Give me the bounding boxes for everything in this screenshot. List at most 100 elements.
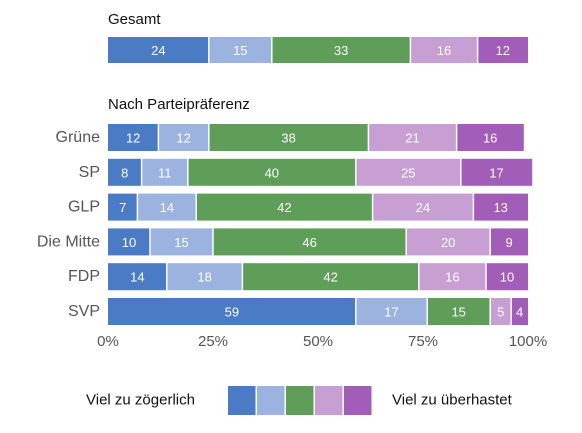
bar-sp-segment-3 bbox=[356, 158, 461, 186]
legend-swatch-4 bbox=[344, 386, 372, 415]
legend-left-label: Viel zu zögerlich bbox=[86, 392, 195, 409]
bar-glp-segment-2-label: 42 bbox=[277, 200, 291, 215]
bar-fdp-segment-2 bbox=[243, 263, 419, 291]
bar-row-gr-ne: 12 12 38 21 16 bbox=[108, 124, 524, 151]
legend-swatches bbox=[228, 386, 372, 415]
bar-die-mitte-segment-2 bbox=[213, 228, 406, 256]
bar-row-fdp: 14 18 42 16 10 bbox=[108, 263, 528, 291]
overall-segment-3 bbox=[411, 37, 477, 63]
category-label-gr-ne: Grüne bbox=[56, 129, 101, 146]
overall-segment-2-label: 33 bbox=[334, 43, 348, 58]
bar-gr-ne-segment-2 bbox=[209, 124, 368, 151]
bar-fdp-segment-0-label: 14 bbox=[130, 270, 144, 285]
overall-segment-2 bbox=[272, 37, 410, 63]
legend-swatch-1 bbox=[257, 386, 285, 415]
bar-die-mitte-segment-3 bbox=[406, 228, 490, 256]
bar-fdp-segment-1 bbox=[167, 263, 242, 291]
bar-glp-segment-0-label: 7 bbox=[119, 200, 126, 215]
category-label-sp: SP bbox=[79, 164, 100, 181]
bar-gr-ne-segment-4-label: 16 bbox=[483, 131, 497, 146]
bar-svp-segment-1-label: 17 bbox=[384, 305, 398, 320]
bar-fdp-segment-1-label: 18 bbox=[197, 270, 211, 285]
bar-row-glp: 7 14 42 24 13 bbox=[108, 193, 528, 221]
x-axis: 0% 25% 50% 75% 100% bbox=[97, 333, 547, 350]
legend-swatch-2 bbox=[286, 386, 314, 415]
legend-swatch-0 bbox=[228, 386, 256, 415]
category-label-die-mitte: Die Mitte bbox=[37, 233, 100, 250]
bar-glp-segment-0 bbox=[108, 193, 137, 221]
bar-die-mitte-segment-3-label: 20 bbox=[441, 235, 455, 250]
x-tick-label: 100% bbox=[509, 333, 547, 350]
bar-fdp-segment-4 bbox=[486, 263, 528, 291]
bar-gr-ne-segment-3 bbox=[369, 124, 456, 151]
bar-row-sp: 8 11 40 25 17 bbox=[108, 158, 533, 186]
bar-glp-segment-4-label: 13 bbox=[493, 200, 507, 215]
category-label-svp: SVP bbox=[68, 303, 100, 320]
bar-sp-segment-1 bbox=[142, 158, 188, 186]
bar-svp-segment-1 bbox=[356, 298, 427, 325]
overall-title: Gesamt bbox=[108, 11, 161, 28]
bar-die-mitte-segment-4-label: 9 bbox=[505, 235, 512, 250]
overall-bar: 24 15 33 16 12 bbox=[108, 37, 528, 63]
bar-gr-ne-segment-0-label: 12 bbox=[126, 131, 140, 146]
bar-die-mitte-segment-2-label: 46 bbox=[302, 235, 316, 250]
overall-segment-0 bbox=[108, 37, 209, 63]
x-tick-label: 25% bbox=[198, 333, 228, 350]
bar-sp-segment-4-label: 17 bbox=[489, 165, 503, 180]
bar-svp-segment-3 bbox=[490, 298, 511, 325]
bar-die-mitte-segment-0-label: 10 bbox=[122, 235, 136, 250]
bar-fdp-segment-3-label: 16 bbox=[445, 270, 459, 285]
bar-svp-segment-4-label: 4 bbox=[516, 305, 523, 320]
bar-row-die-mitte: 10 15 46 20 9 bbox=[108, 228, 528, 256]
bar-sp-segment-0-label: 8 bbox=[121, 165, 128, 180]
bar-svp-segment-0 bbox=[108, 298, 356, 325]
bar-fdp-segment-2-label: 42 bbox=[323, 270, 337, 285]
bar-glp-segment-1-label: 14 bbox=[160, 200, 174, 215]
bar-gr-ne-segment-2-label: 38 bbox=[281, 131, 295, 146]
overall-segment-1-label: 15 bbox=[233, 43, 247, 58]
legend-right-label: Viel zu überhastet bbox=[392, 392, 513, 409]
bar-sp-segment-4 bbox=[461, 158, 533, 186]
x-tick-label: 50% bbox=[303, 333, 333, 350]
overall-segment-4 bbox=[478, 37, 528, 63]
category-label-fdp: FDP bbox=[68, 268, 100, 285]
bar-svp-segment-2 bbox=[427, 298, 490, 325]
bar-glp-segment-1 bbox=[138, 193, 196, 221]
bar-svp-segment-3-label: 5 bbox=[497, 305, 504, 320]
x-tick-label: 75% bbox=[408, 333, 438, 350]
bar-glp-segment-3-label: 24 bbox=[416, 200, 430, 215]
bar-sp-segment-3-label: 25 bbox=[401, 165, 415, 180]
by-party-title: Nach Parteipräferenz bbox=[108, 96, 250, 113]
x-tick-label: 0% bbox=[97, 333, 119, 350]
bar-glp-segment-3 bbox=[373, 193, 473, 221]
bar-sp-segment-1-label: 11 bbox=[158, 165, 172, 180]
bar-glp-segment-2 bbox=[196, 193, 372, 221]
bar-sp-segment-2 bbox=[188, 158, 356, 186]
bar-row-svp: 59 17 15 5 4 bbox=[108, 298, 528, 325]
bar-gr-ne-segment-1-label: 12 bbox=[176, 131, 190, 146]
bar-fdp-segment-4-label: 10 bbox=[500, 270, 514, 285]
category-labels: Grüne SP GLP Die Mitte FDP SVP bbox=[37, 129, 100, 320]
bar-gr-ne-segment-0 bbox=[108, 124, 158, 151]
bar-die-mitte-segment-0 bbox=[108, 228, 150, 256]
overall-segment-3-label: 16 bbox=[437, 43, 451, 58]
overall-segment-1 bbox=[209, 37, 272, 63]
bar-gr-ne-segment-1 bbox=[159, 124, 209, 151]
bar-die-mitte-segment-1-label: 15 bbox=[174, 235, 188, 250]
bar-svp-segment-2-label: 15 bbox=[451, 305, 465, 320]
legend-swatch-3 bbox=[315, 386, 343, 415]
bar-gr-ne-segment-4 bbox=[457, 124, 524, 151]
bar-sp-segment-0 bbox=[108, 158, 141, 186]
overall-segment-0-label: 24 bbox=[151, 43, 165, 58]
overall-segment-4-label: 12 bbox=[496, 43, 510, 58]
bar-sp-segment-2-label: 40 bbox=[265, 165, 279, 180]
category-label-glp: GLP bbox=[68, 199, 100, 216]
bar-svp-segment-0-label: 59 bbox=[225, 305, 239, 320]
legend: Viel zu zögerlich Viel zu überhastet bbox=[86, 386, 513, 415]
bar-die-mitte-segment-1 bbox=[150, 228, 213, 256]
bar-fdp-segment-3 bbox=[419, 263, 486, 291]
bar-die-mitte-segment-4 bbox=[490, 228, 528, 256]
bar-svp-segment-4 bbox=[511, 298, 528, 325]
